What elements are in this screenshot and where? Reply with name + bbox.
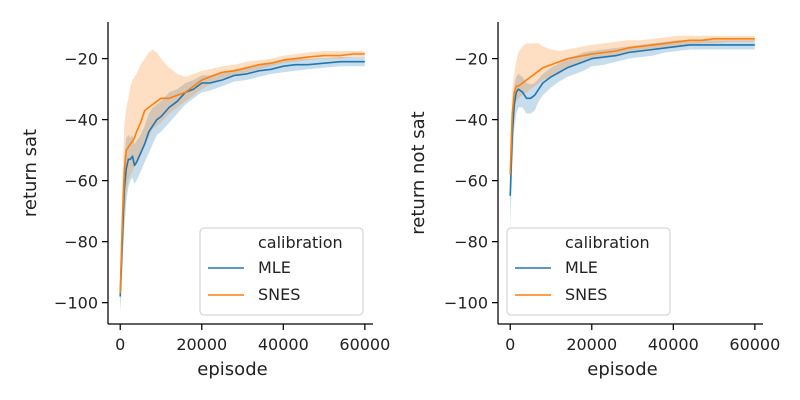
- legend-label-snes: SNES: [565, 285, 607, 304]
- x-tick-label: 40000: [258, 335, 309, 354]
- band-snes: [120, 49, 365, 312]
- panel-return-sat: 0 20000 40000 60000 −100 −80 −60 −40 −20 episode r…: [20, 22, 390, 380]
- y-axis-label: return sat: [20, 129, 41, 217]
- y-tick-label: −40: [454, 111, 488, 130]
- legend-frame: [506, 227, 671, 316]
- x-axis-label: episode: [587, 359, 657, 380]
- x-tick-label: 0: [115, 335, 125, 354]
- legend-label-mle: MLE: [565, 258, 598, 277]
- legend-frame: [199, 227, 364, 316]
- x-tick-label: 60000: [729, 335, 780, 354]
- y-tick-label: −40: [64, 111, 98, 130]
- y-tick-label: −60: [64, 172, 98, 191]
- y-tick-label: −20: [454, 50, 488, 69]
- legend: calibration MLE SNES: [199, 227, 364, 316]
- x-tick-label: 0: [505, 335, 515, 354]
- y-tick-label: −100: [54, 294, 98, 313]
- line-mle: [119, 60, 365, 297]
- x-tick-label: 20000: [566, 335, 617, 354]
- x-tick-label: 40000: [648, 335, 699, 354]
- y-tick-label: −60: [454, 172, 488, 191]
- panel-return-not-sat: 0 20000 40000 60000 −100 −80 −60 −40 −20 episode r…: [408, 22, 780, 380]
- y-tick-label: −80: [454, 233, 488, 252]
- y-tick-label: −20: [64, 50, 98, 69]
- line-snes: [119, 53, 365, 294]
- line-snes: [509, 37, 755, 175]
- legend-title: calibration: [565, 233, 650, 252]
- legend-title: calibration: [258, 233, 343, 252]
- x-tick-label: 20000: [176, 335, 227, 354]
- legend-label-snes: SNES: [258, 285, 300, 304]
- band-snes: [510, 35, 755, 206]
- legend-label-mle: MLE: [258, 258, 291, 277]
- x-tick-label: 60000: [339, 335, 390, 354]
- y-tick-label: −100: [444, 294, 488, 313]
- y-axis-label: return not sat: [408, 111, 429, 234]
- line-mle: [509, 44, 755, 196]
- x-axis-label: episode: [197, 359, 267, 380]
- y-tick-label: −80: [64, 233, 98, 252]
- legend: calibration MLE SNES: [506, 227, 671, 316]
